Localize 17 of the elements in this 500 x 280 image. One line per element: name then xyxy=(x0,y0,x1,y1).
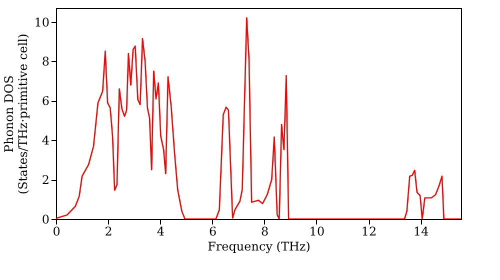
x-tick-label: 8 xyxy=(261,224,269,238)
x-tick-label: 4 xyxy=(156,224,165,238)
x-tick-label: 6 xyxy=(208,224,217,238)
x-tick-label: 12 xyxy=(361,224,377,238)
x-tick-label: 0 xyxy=(52,224,60,238)
x-tick-label: 10 xyxy=(309,224,325,238)
x-tick-label: 14 xyxy=(413,224,430,238)
x-tick-label: 2 xyxy=(104,224,112,238)
y-tick-label: 0 xyxy=(42,212,50,226)
line-series xyxy=(56,17,461,219)
y-axis-title: Phonon DOS (States/THz·primitive cell) xyxy=(2,34,30,194)
y-tick-label: 6 xyxy=(42,94,50,108)
y-tick-label: 4 xyxy=(42,134,50,148)
y-tick-label: 10 xyxy=(34,15,50,30)
y-tick-label: 8 xyxy=(42,54,50,69)
y-tick-label: 2 xyxy=(42,173,50,188)
x-axis-title: Frequency (THz) xyxy=(208,240,310,254)
